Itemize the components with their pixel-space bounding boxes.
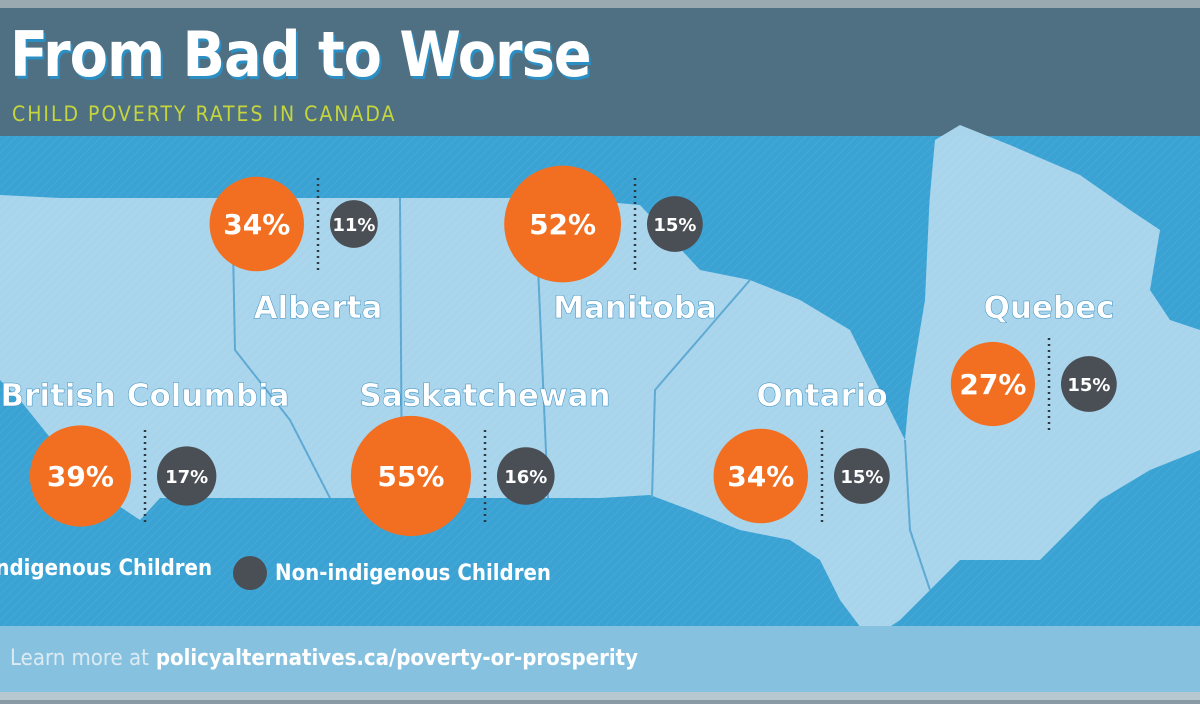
footer-prefix: Learn more at [10,646,149,671]
top-strip [0,0,1200,8]
non-indigenous-bubble [1061,356,1117,412]
legend-non-indigenous-label: Non-indigenous Children [275,560,551,586]
legend-indigenous-label: Indigenous Children [0,556,213,581]
indigenous-bubble [29,425,131,527]
province-label: Alberta [254,290,383,326]
page-subtitle: CHILD POVERTY RATES IN CANADA [12,102,397,126]
indigenous-value-label: 34% [223,208,290,241]
bottom-strip [0,692,1200,700]
province-label: Manitoba [553,290,717,326]
non-indigenous-bubble [497,447,555,505]
indigenous-value-label: 55% [377,460,444,493]
indigenous-value-label: 27% [959,368,1026,401]
indigenous-bubble [504,165,621,283]
non-indigenous-value-label: 15% [653,215,696,236]
footer-text: Learn more at policyalternatives.ca/pove… [10,646,638,671]
footer-link[interactable]: policyalternatives.ca/poverty-or-prosper… [155,646,639,671]
footer-band [0,626,1200,692]
header-band [0,8,1200,136]
indigenous-bubble [350,415,472,537]
indigenous-value-label: 34% [727,460,794,493]
indigenous-value-label: 52% [529,208,596,241]
non-indigenous-bubble [647,196,703,252]
province-label: Quebec [983,290,1114,326]
non-indigenous-bubble [834,448,890,504]
province-label: British Columbia [0,378,289,414]
non-indigenous-bubble [157,446,217,506]
legend-non-indigenous: Non-indigenous Children [233,556,551,590]
indigenous-bubble [209,176,304,272]
province-label: Saskatchewan [359,378,610,414]
legend-indigenous: Indigenous Children [0,556,212,581]
province-label: Ontario [756,378,887,414]
non-indigenous-value-label: 15% [1067,375,1110,396]
indigenous-value-label: 39% [47,460,114,493]
non-indigenous-value-label: 15% [840,467,883,488]
indigenous-bubble [713,428,808,524]
legend-dark-circle-icon [233,556,267,590]
non-indigenous-value-label: 11% [332,215,375,236]
indigenous-bubble [950,341,1035,427]
non-indigenous-bubble [330,200,378,248]
page-title: From Bad to Worse [10,18,592,91]
non-indigenous-value-label: 17% [165,467,208,488]
non-indigenous-value-label: 16% [504,467,547,488]
